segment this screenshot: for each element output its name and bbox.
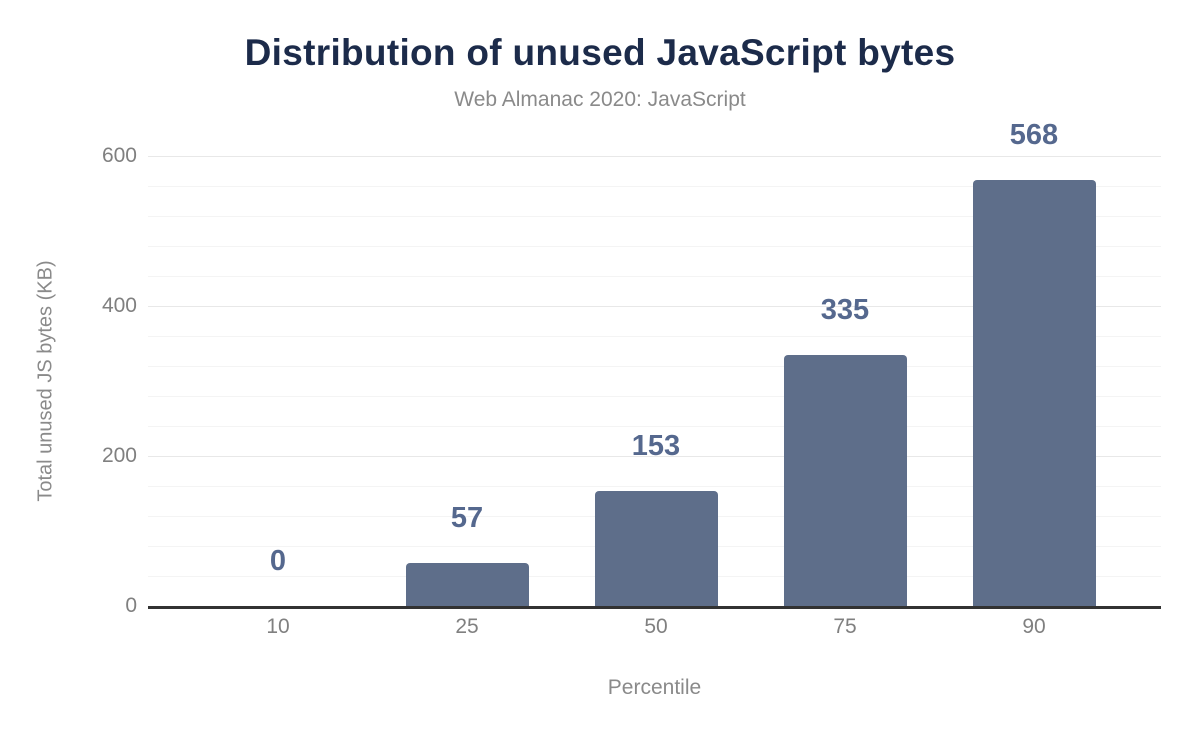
bar-value-label: 335	[820, 293, 870, 326]
gridline-minor	[148, 366, 1161, 367]
gridline-major	[148, 456, 1161, 457]
gridline-minor	[148, 276, 1161, 277]
y-axis-ticks: 0 200 400 600	[0, 145, 137, 617]
bar-value-label: 57	[450, 502, 484, 535]
gridline-minor	[148, 186, 1161, 187]
y-tick-label: 600	[101, 144, 137, 167]
gridline-minor	[148, 216, 1161, 217]
gridline-minor	[148, 426, 1161, 427]
x-tick-label: 75	[833, 615, 857, 638]
x-tick-label: 10	[266, 615, 290, 638]
bar-p50[interactable]	[594, 491, 718, 606]
bar-value-label: 153	[631, 430, 681, 463]
x-tick-label: 25	[455, 615, 479, 638]
chart-subtitle: Web Almanac 2020: JavaScript	[454, 88, 746, 111]
gridline-minor	[148, 336, 1161, 337]
bar-p75[interactable]	[783, 354, 907, 606]
gridline-minor	[148, 486, 1161, 487]
y-tick-label: 0	[125, 594, 137, 617]
y-tick-label: 200	[101, 444, 137, 467]
y-tick-label: 400	[101, 294, 137, 317]
x-tick-label: 50	[644, 615, 668, 638]
plot-area: 0 57 153 335 568	[148, 120, 1161, 609]
x-axis-ticks: 10 25 50 75 90	[148, 615, 1161, 641]
chart-title: Distribution of unused JavaScript bytes	[244, 32, 956, 73]
gridline-major	[148, 156, 1161, 157]
gridline-major	[148, 306, 1161, 307]
bar-p25[interactable]	[405, 563, 529, 606]
x-axis-title: Percentile	[607, 676, 702, 699]
x-tick-label: 90	[1022, 615, 1046, 638]
gridline-minor	[148, 396, 1161, 397]
bar-value-label: 0	[269, 545, 287, 577]
gridline-minor	[148, 246, 1161, 247]
bar-value-label: 568	[1009, 119, 1059, 151]
bar-p90[interactable]	[972, 180, 1096, 606]
